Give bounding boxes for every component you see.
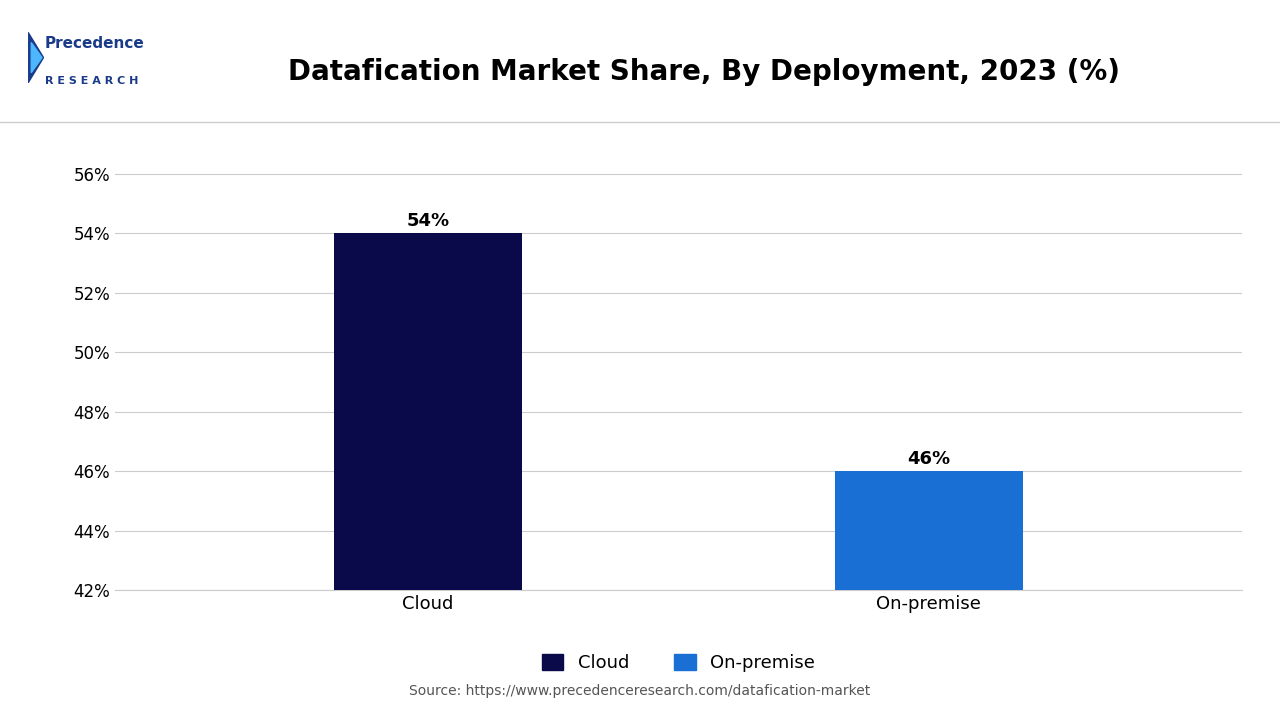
Legend: Cloud, On-premise: Cloud, On-premise — [534, 647, 823, 680]
Text: 46%: 46% — [908, 450, 950, 468]
Text: Datafication Market Share, By Deployment, 2023 (%): Datafication Market Share, By Deployment… — [288, 58, 1120, 86]
Text: 54%: 54% — [407, 212, 449, 230]
Bar — [334, 233, 522, 720]
Text: Precedence: Precedence — [45, 36, 145, 51]
Polygon shape — [28, 32, 44, 83]
Text: R E S E A R C H: R E S E A R C H — [45, 76, 138, 86]
Polygon shape — [31, 42, 42, 73]
Text: Source: https://www.precedenceresearch.com/datafication-market: Source: https://www.precedenceresearch.c… — [410, 685, 870, 698]
Bar — [835, 472, 1023, 720]
